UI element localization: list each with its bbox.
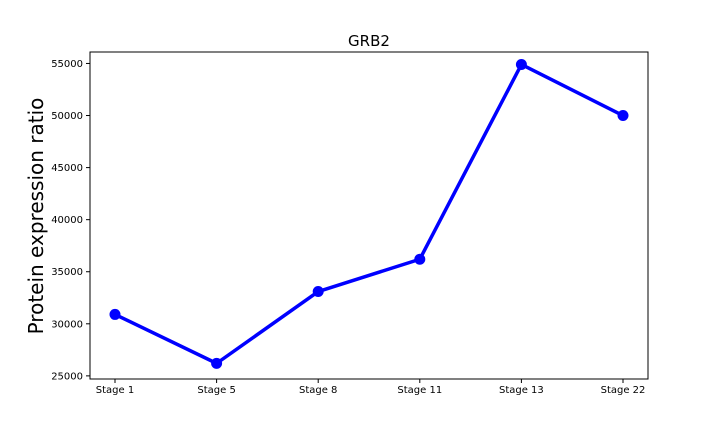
plot-frame xyxy=(89,51,649,380)
y-tick-label: 55000 xyxy=(51,59,83,70)
y-axis-ticks: 25000 30000 35000 40000 45000 50000 55000 xyxy=(51,59,90,382)
data-point xyxy=(312,286,324,298)
y-tick-label: 45000 xyxy=(51,163,83,174)
y-axis-label: Protein expression ratio xyxy=(24,98,48,335)
series-layer xyxy=(109,58,629,369)
data-point xyxy=(414,253,426,265)
chart-title: GRB2 xyxy=(348,32,390,50)
y-tick-label: 35000 xyxy=(51,267,83,278)
y-tick-label: 40000 xyxy=(51,215,83,226)
y-tick-label: 25000 xyxy=(51,371,83,382)
series-line xyxy=(113,62,625,366)
x-tick-label: Stage 5 xyxy=(197,385,235,396)
x-tick-label: Stage 22 xyxy=(601,385,646,396)
x-tick-label: Stage 13 xyxy=(499,385,544,396)
x-tick-label: Stage 1 xyxy=(96,385,134,396)
data-point xyxy=(515,58,527,70)
x-tick-label: Stage 8 xyxy=(299,385,337,396)
data-point xyxy=(211,357,223,369)
y-tick-label: 50000 xyxy=(51,111,83,122)
data-point xyxy=(617,110,629,122)
y-tick-label: 30000 xyxy=(51,319,83,330)
x-tick-label: Stage 11 xyxy=(397,385,442,396)
x-axis-ticks: Stage 1 Stage 5 Stage 8 Stage 11 Stage 13 Sta… xyxy=(96,379,646,396)
data-point xyxy=(109,308,121,320)
